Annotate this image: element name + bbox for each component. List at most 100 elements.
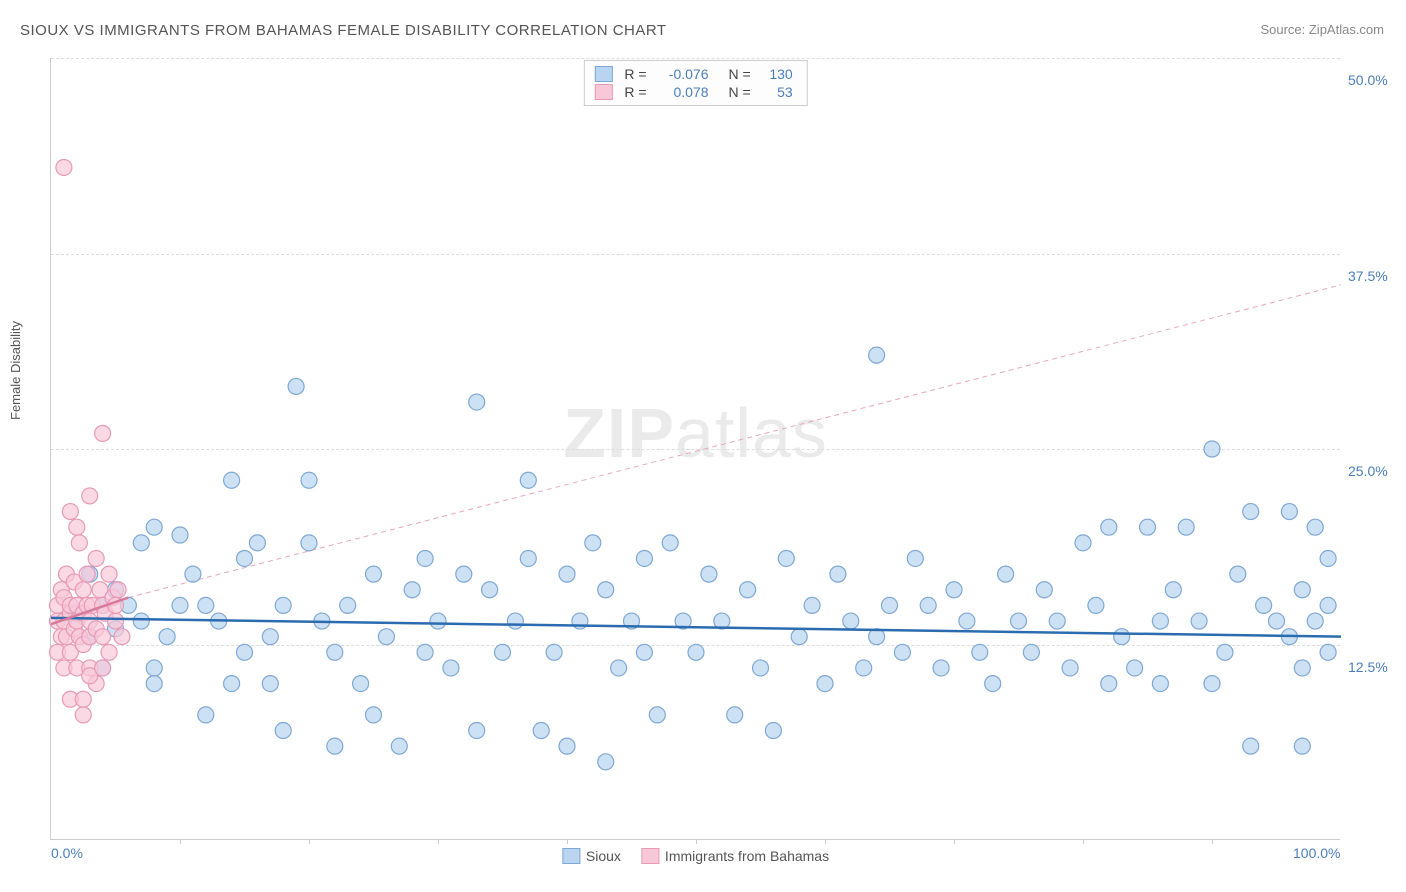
n-value-bahamas: 53: [759, 84, 793, 100]
y-tick-label: 50.0%: [1348, 72, 1398, 88]
data-point: [1127, 660, 1143, 676]
data-point: [95, 425, 111, 441]
data-point: [520, 472, 536, 488]
chart-container: SIOUX VS IMMIGRANTS FROM BAHAMAS FEMALE …: [0, 0, 1406, 892]
data-point: [946, 582, 962, 598]
data-point: [1036, 582, 1052, 598]
y-tick-label: 37.5%: [1348, 268, 1398, 284]
data-point: [598, 754, 614, 770]
data-point: [146, 660, 162, 676]
source-attribution: Source: ZipAtlas.com: [1260, 22, 1384, 37]
data-point: [88, 550, 104, 566]
x-tick: [180, 839, 181, 844]
y-tick-label: 12.5%: [1348, 659, 1398, 675]
data-point: [75, 691, 91, 707]
data-point: [172, 527, 188, 543]
data-point: [249, 535, 265, 551]
data-point: [636, 550, 652, 566]
data-point: [1243, 504, 1259, 520]
data-point: [275, 597, 291, 613]
data-point: [533, 723, 549, 739]
data-point: [262, 676, 278, 692]
data-point: [146, 676, 162, 692]
data-point: [817, 676, 833, 692]
data-point: [701, 566, 717, 582]
data-point: [688, 644, 704, 660]
data-point: [1011, 613, 1027, 629]
legend-label-sioux: Sioux: [586, 848, 621, 864]
legend-label-bahamas: Immigrants from Bahamas: [665, 848, 829, 864]
data-point: [1294, 660, 1310, 676]
data-point: [224, 676, 240, 692]
data-point: [933, 660, 949, 676]
data-point: [1320, 550, 1336, 566]
data-point: [1307, 519, 1323, 535]
data-point: [327, 644, 343, 660]
legend-swatch-bahamas: [594, 84, 612, 100]
data-point: [740, 582, 756, 598]
data-point: [366, 566, 382, 582]
data-point: [237, 550, 253, 566]
scatter-svg: [51, 58, 1340, 839]
data-point: [649, 707, 665, 723]
data-point: [985, 676, 1001, 692]
data-point: [727, 707, 743, 723]
n-label: N =: [729, 84, 751, 100]
data-point: [133, 535, 149, 551]
plot-area: ZIPatlas 12.5%25.0%37.5%50.0% 0.0%100.0%…: [50, 58, 1340, 840]
data-point: [1256, 597, 1272, 613]
data-point: [959, 613, 975, 629]
data-point: [765, 723, 781, 739]
data-point: [856, 660, 872, 676]
data-point: [1152, 613, 1168, 629]
data-point: [101, 644, 117, 660]
data-point: [75, 582, 91, 598]
data-point: [1320, 644, 1336, 660]
data-point: [275, 723, 291, 739]
x-tick: [1212, 839, 1213, 844]
data-point: [482, 582, 498, 598]
data-point: [662, 535, 678, 551]
legend-item-sioux: Sioux: [562, 848, 621, 864]
data-point: [301, 535, 317, 551]
data-point: [791, 629, 807, 645]
legend-swatch-sioux: [594, 66, 612, 82]
data-point: [69, 519, 85, 535]
data-point: [804, 597, 820, 613]
data-point: [998, 566, 1014, 582]
data-point: [110, 582, 126, 598]
data-point: [1269, 613, 1285, 629]
data-point: [894, 644, 910, 660]
legend-item-bahamas: Immigrants from Bahamas: [641, 848, 829, 864]
data-point: [185, 566, 201, 582]
data-point: [133, 613, 149, 629]
data-point: [456, 566, 472, 582]
x-tick: [309, 839, 310, 844]
data-point: [495, 644, 511, 660]
data-point: [56, 159, 72, 175]
data-point: [198, 597, 214, 613]
data-point: [224, 472, 240, 488]
data-point: [101, 566, 117, 582]
data-point: [1075, 535, 1091, 551]
data-point: [71, 535, 87, 551]
chart-title: SIOUX VS IMMIGRANTS FROM BAHAMAS FEMALE …: [20, 22, 667, 39]
data-point: [82, 488, 98, 504]
data-point: [1062, 660, 1078, 676]
data-point: [288, 378, 304, 394]
data-point: [559, 566, 575, 582]
data-point: [546, 644, 562, 660]
data-point: [62, 504, 78, 520]
data-point: [598, 582, 614, 598]
data-point: [198, 707, 214, 723]
data-point: [1165, 582, 1181, 598]
x-tick: [825, 839, 826, 844]
source-link[interactable]: ZipAtlas.com: [1309, 22, 1384, 37]
data-point: [882, 597, 898, 613]
x-tick: [567, 839, 568, 844]
data-point: [1049, 613, 1065, 629]
data-point: [1140, 519, 1156, 535]
data-point: [237, 644, 253, 660]
data-point: [340, 597, 356, 613]
data-point: [391, 738, 407, 754]
